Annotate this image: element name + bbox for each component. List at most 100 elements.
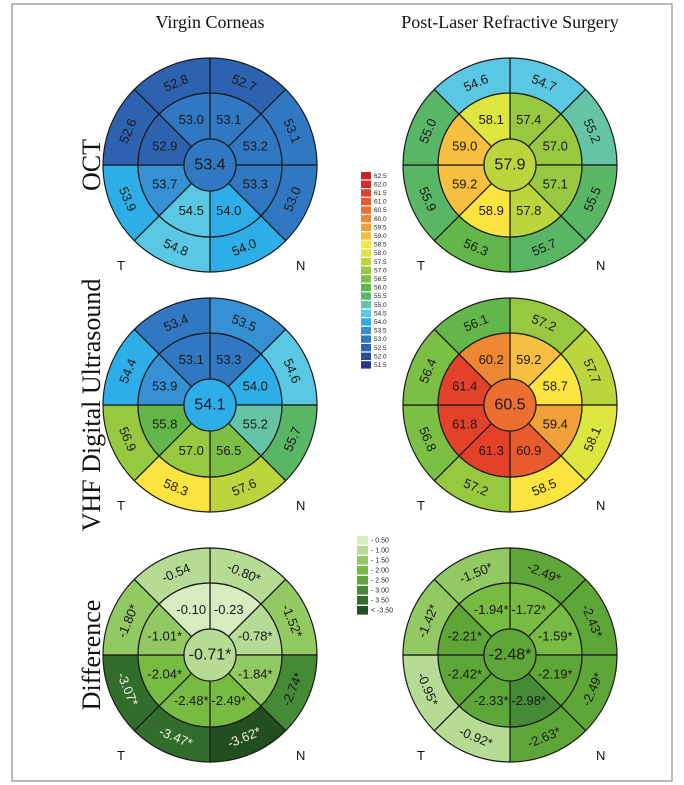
temporal-label: T (117, 748, 125, 763)
legend-label: 56.0 (374, 285, 387, 292)
legend-swatch (361, 292, 371, 300)
temporal-label: T (117, 498, 125, 513)
inner-sector-value: 53.0 (179, 112, 204, 127)
legend-label: 59.0 (374, 233, 387, 240)
legend-swatch (361, 309, 371, 317)
nasal-label: N (596, 498, 605, 513)
inner-sector-value: -2.33* (474, 693, 509, 708)
legend-label: 56.5 (374, 276, 387, 283)
diff-legend-label: - 3.50 (371, 598, 389, 605)
nasal-label: N (296, 748, 305, 763)
inner-sector-value: 61.4 (452, 379, 477, 394)
column-title-virgin: Virgin Corneas (155, 12, 264, 32)
legend-swatch (361, 283, 371, 292)
legend-label: 59.5 (374, 224, 387, 231)
inner-sector-value: -2.21* (447, 629, 482, 644)
diff-legend-label: - 0.50 (371, 538, 389, 545)
inner-sector-value: 61.3 (479, 443, 504, 458)
legend-swatch (361, 258, 371, 266)
diff-legend-swatch (357, 596, 368, 605)
inner-sector-value: 59.0 (452, 139, 477, 154)
legend-swatch (361, 335, 371, 343)
row-title-vhf: VHF Digital Ultrasound (77, 279, 106, 532)
inner-sector-value: 60.2 (479, 352, 504, 367)
center-zone (483, 628, 537, 682)
legend-swatch (361, 172, 371, 180)
legend-swatch (361, 215, 371, 223)
center-value: -0.71* (189, 647, 232, 664)
legend-swatch (361, 189, 371, 197)
center-value: 60.5 (494, 397, 525, 414)
legend-swatch (361, 197, 371, 206)
legend-label: 60.5 (374, 207, 387, 214)
inner-sector-value: -2.98* (511, 693, 546, 708)
legend-swatch (361, 206, 371, 214)
legend-swatch (361, 180, 371, 188)
legend-label: 57.5 (374, 259, 387, 266)
legend-label: 54.5 (374, 310, 387, 317)
inner-sector-value: -2.04* (147, 666, 182, 681)
legend-label: 54.0 (374, 319, 387, 326)
inner-sector-value: 54.5 (179, 203, 204, 218)
inner-sector-value: 57.0 (543, 139, 568, 154)
legend-swatch (361, 326, 371, 335)
nasal-label: N (596, 748, 605, 763)
legend-label: 61.5 (374, 190, 387, 197)
legend-label: 55.0 (374, 302, 387, 309)
diff-legend-swatch (357, 576, 368, 585)
legend-swatch (361, 352, 371, 360)
legend-swatch (361, 266, 371, 274)
inner-sector-value: -0.78* (238, 629, 273, 644)
legend-label: 52.5 (374, 345, 387, 352)
temporal-label: T (417, 258, 425, 273)
inner-sector-value: -2.19* (538, 666, 573, 681)
legend-swatch (361, 232, 371, 240)
absolute-value-legend: 62.562.0 61.5 61.060.5 60.059.5 59.0 58.558.0… (361, 172, 387, 369)
inner-sector-value: -1.84* (238, 666, 273, 681)
legend-swatch (361, 240, 371, 249)
sector-map: 57.454.757.055.257.155.557.855.758.956.3… (402, 57, 618, 273)
inner-sector-value: -1.59* (538, 629, 573, 644)
nasal-label: N (596, 258, 605, 273)
center-value: 57.9 (494, 157, 525, 174)
inner-sector-value: -0.10 (176, 602, 206, 617)
map-grid: 53.152.753.253.153.353.054.054.054.554.8… (102, 57, 618, 763)
temporal-label: T (417, 498, 425, 513)
diff-legend-swatch (357, 536, 368, 545)
inner-sector-value: 61.8 (452, 416, 477, 431)
legend-label: 58.0 (374, 250, 387, 257)
center-zone (183, 628, 237, 682)
temporal-label: T (417, 748, 425, 763)
center-value: 53.4 (194, 157, 225, 174)
inner-sector-value: -2.48* (174, 693, 209, 708)
diff-legend-label: - 2.50 (371, 578, 389, 585)
sector-map: 59.257.258.757.759.458.160.958.561.357.2… (402, 297, 618, 513)
inner-sector-value: 52.9 (152, 139, 177, 154)
inner-sector-value: 55.2 (243, 416, 268, 431)
inner-sector-value: 58.1 (479, 112, 504, 127)
legend-label: 60.0 (374, 216, 387, 223)
inner-sector-value: 59.2 (516, 352, 541, 367)
inner-sector-value: 57.4 (516, 112, 541, 127)
legend-label: 58.5 (374, 242, 387, 249)
inner-sector-value: 54.0 (243, 379, 268, 394)
legend-swatch (361, 344, 371, 352)
inner-sector-value: 58.9 (479, 203, 504, 218)
legend-swatch (361, 275, 371, 283)
row-title-difference: Difference (77, 600, 106, 711)
inner-sector-value: 57.8 (516, 203, 541, 218)
legend-swatch (361, 318, 371, 326)
inner-sector-value: -2.42* (447, 666, 482, 681)
inner-sector-value: 53.7 (152, 176, 177, 191)
difference-legend: - 0.50 - 1.00 - 1.50 - 2.00 - 2.50 - 3.00 - 3.… (357, 536, 393, 615)
diff-legend-swatch (357, 566, 368, 575)
legend-label: 53.5 (374, 328, 387, 335)
diff-legend-label: - 3.00 (371, 588, 389, 595)
diff-legend-swatch (357, 586, 368, 595)
inner-sector-value: 53.9 (152, 379, 177, 394)
row-title-oct: OCT (77, 139, 106, 191)
sector-map: -1.72*-2.49*-1.59* -2.43*-2.19* -2.49*-2.9… (402, 547, 618, 763)
inner-sector-value: -0.23 (214, 602, 244, 617)
inner-sector-value: 53.1 (179, 352, 204, 367)
